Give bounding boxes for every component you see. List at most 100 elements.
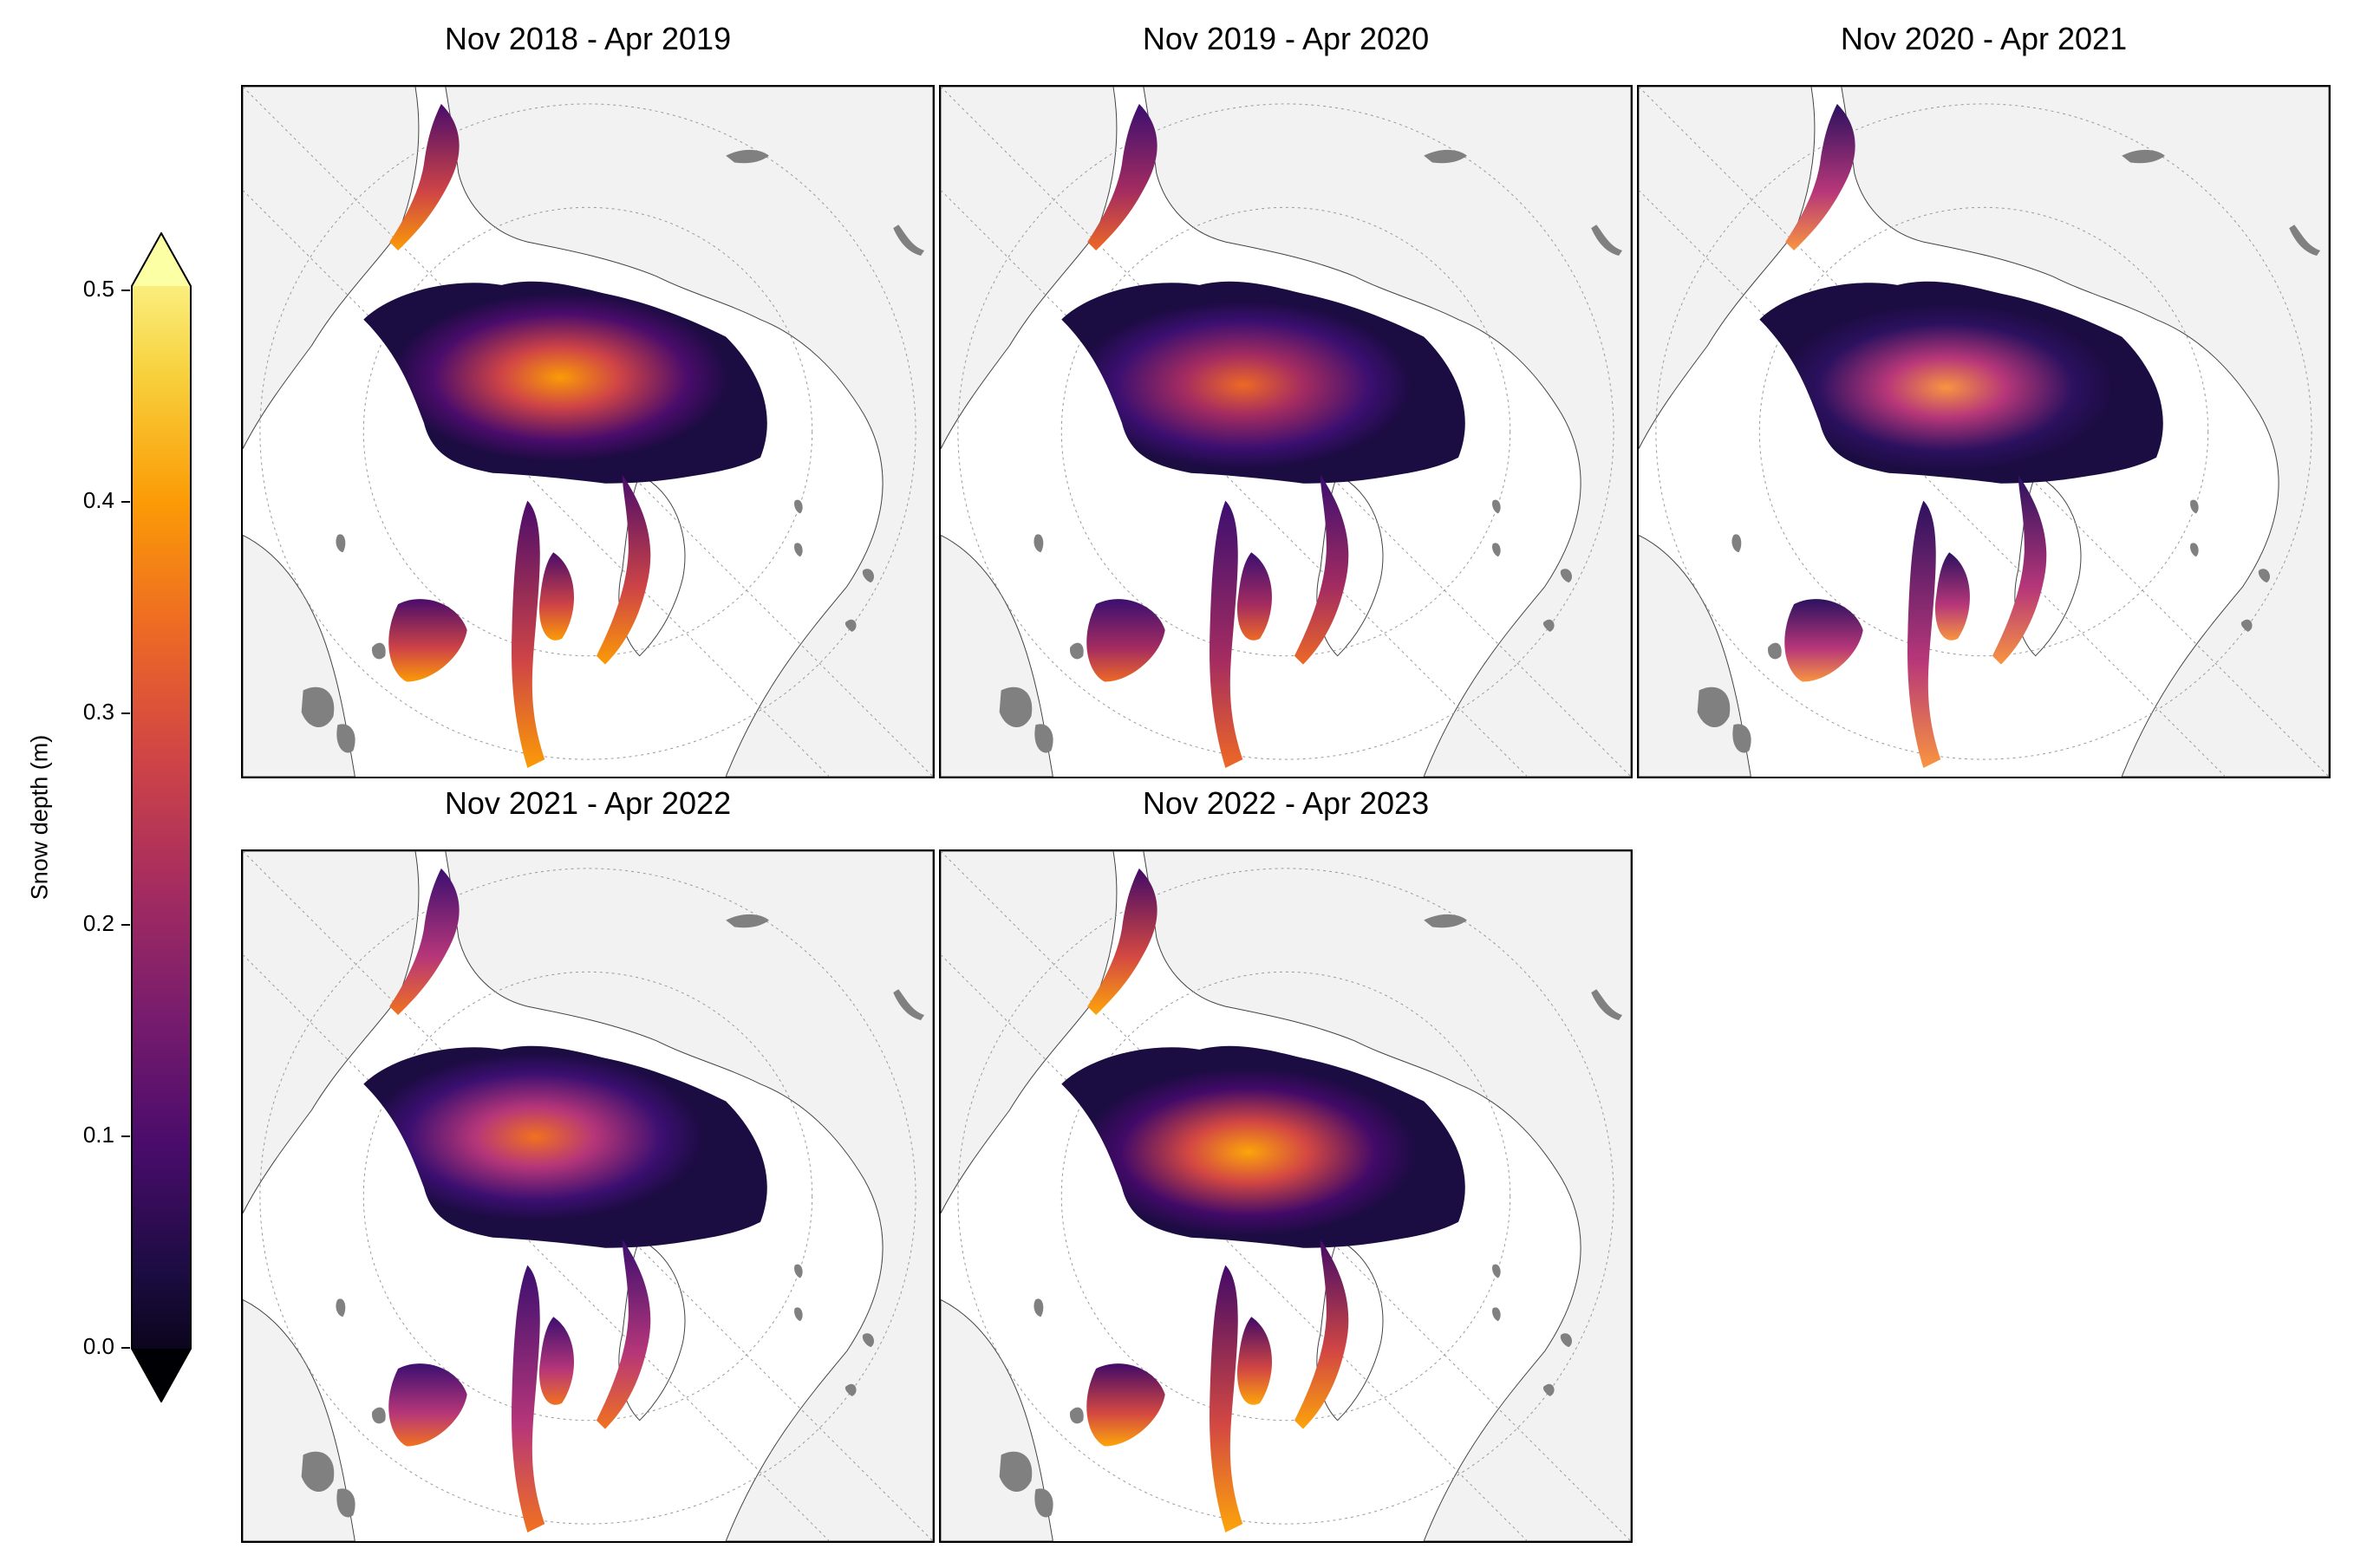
sea-ice-snow-depth [596, 474, 651, 665]
lake [336, 1488, 355, 1518]
lake [371, 642, 386, 660]
sea-ice-snow-depth [512, 500, 545, 769]
lake [1492, 499, 1501, 514]
lake [2258, 569, 2271, 583]
sea-ice-snow-depth [1935, 552, 1971, 641]
lake [301, 686, 335, 728]
sea-ice-snow-depth [539, 552, 575, 641]
lake [844, 1383, 857, 1396]
lake [1542, 1383, 1555, 1396]
lake [794, 1264, 803, 1278]
lake [1697, 686, 1731, 728]
sea-ice-snow-depth [1992, 474, 2047, 665]
polar-map [941, 851, 1631, 1541]
panel-title: Nov 2022 - Apr 2023 [1142, 785, 1430, 821]
sea-ice-snow-depth [596, 1239, 651, 1429]
lake [2190, 499, 2199, 514]
colorbar-tick: 0.4 [82, 487, 114, 513]
lake [844, 619, 857, 632]
panel-title: Nov 2020 - Apr 2021 [1840, 21, 2128, 56]
sea-ice-snow-depth [388, 1363, 467, 1447]
lake [1732, 724, 1751, 753]
lake [726, 914, 769, 928]
land-mass [941, 851, 1631, 1541]
sea-ice-snow-depth [1907, 500, 1941, 769]
lake [794, 1307, 803, 1322]
polar-map [243, 87, 933, 777]
map-panel-2020-2021 [1637, 85, 2331, 778]
land-mass [243, 851, 420, 1214]
sea-ice-snow-depth [1061, 281, 1465, 484]
land-mass [243, 851, 933, 1541]
sea-ice-snow-depth [1237, 552, 1273, 641]
colorbar-tick: 0.1 [82, 1122, 114, 1148]
sea-ice-snow-depth [1210, 500, 1243, 769]
lake [301, 1451, 335, 1493]
sea-ice-snow-depth [512, 1265, 545, 1533]
sea-ice-snow-depth [1086, 599, 1165, 682]
map-panel-2018-2019 [241, 85, 935, 778]
lake [2240, 619, 2253, 632]
lake [2122, 149, 2165, 164]
sea-ice-snow-depth [1086, 1363, 1165, 1447]
lake [862, 1333, 875, 1348]
colorbar-tick: 0.5 [82, 276, 114, 302]
lake [1767, 642, 1782, 660]
colorbar [130, 232, 192, 1402]
lake [1560, 569, 1573, 583]
map-panel-2022-2023 [939, 849, 1633, 1543]
polar-map [1639, 87, 2329, 777]
sea-ice-snow-depth [1785, 103, 1855, 251]
land-mass [941, 851, 1118, 1214]
lake [794, 543, 803, 557]
lake [1591, 224, 1623, 257]
sea-ice-snow-depth [1759, 281, 2163, 484]
land-mass [243, 87, 420, 450]
panel-title: Nov 2019 - Apr 2020 [1142, 21, 1430, 56]
colorbar-label: Snow depth (m) [26, 734, 53, 901]
sea-ice-snow-depth [1784, 599, 1863, 682]
lake [1492, 543, 1501, 557]
land-mass [941, 87, 1118, 450]
sea-ice-snow-depth [389, 103, 460, 251]
land-mass [1639, 87, 2329, 777]
lake [794, 499, 803, 514]
lake [862, 569, 875, 583]
lake [2190, 543, 2199, 557]
sea-ice-snow-depth [1237, 1317, 1273, 1405]
lake [1591, 989, 1623, 1021]
lake [726, 149, 769, 164]
land-mass [1639, 87, 1816, 450]
lake [1034, 1298, 1044, 1318]
polar-map [941, 87, 1631, 777]
land-mass [941, 87, 1631, 777]
colorbar-tick: 0.3 [82, 699, 114, 725]
sea-ice-snow-depth [389, 868, 460, 1016]
lake [336, 724, 355, 753]
sea-ice-snow-depth [1210, 1265, 1243, 1533]
panel-title: Nov 2018 - Apr 2019 [444, 21, 732, 56]
lake [1424, 149, 1467, 164]
sea-ice-snow-depth [1061, 1045, 1465, 1248]
lake [1542, 619, 1555, 632]
lake [336, 534, 346, 553]
lake [371, 1407, 386, 1424]
lake [893, 224, 925, 257]
map-panel-2021-2022 [241, 849, 935, 1543]
lake [999, 1451, 1033, 1493]
lake [1731, 534, 1742, 553]
colorbar-tick: 0.0 [82, 1333, 114, 1359]
sea-ice-snow-depth [388, 599, 467, 682]
lake [336, 1298, 346, 1318]
lake [1492, 1307, 1501, 1322]
lake [999, 686, 1033, 728]
lake [1034, 534, 1044, 553]
sea-ice-snow-depth [1294, 1239, 1349, 1429]
sea-ice-snow-depth [1294, 474, 1349, 665]
lake [1069, 642, 1084, 660]
sea-ice-snow-depth [363, 281, 767, 484]
colorbar-tick: 0.2 [82, 910, 114, 936]
lake [1560, 1333, 1573, 1348]
lake [1034, 1488, 1053, 1518]
lake [1069, 1407, 1084, 1424]
